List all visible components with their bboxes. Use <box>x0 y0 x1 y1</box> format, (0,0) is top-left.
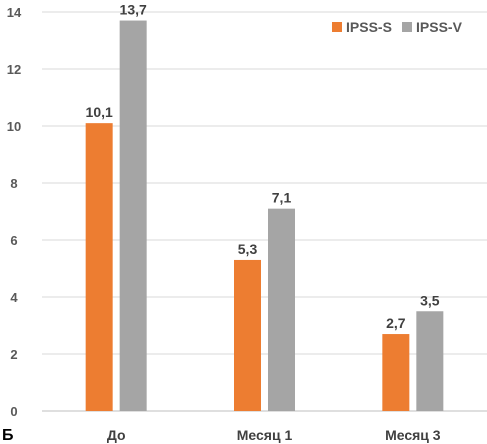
data-label: 5,3 <box>238 241 258 257</box>
bar-ipss-v-2 <box>268 208 295 411</box>
data-labels: 10,1 13,7 5,3 7,1 2,7 3,5 <box>86 2 440 331</box>
y-tick-label: 2 <box>10 347 17 362</box>
panel-label: Б <box>2 427 14 444</box>
bar-ipss-v-1 <box>119 20 147 412</box>
y-tick-label: 6 <box>10 233 17 248</box>
bar-ipss-s-3 <box>382 334 410 411</box>
data-label: 2,7 <box>386 315 406 331</box>
y-axis-ticks: 0 2 4 6 8 10 12 14 <box>7 5 22 419</box>
data-label: 10,1 <box>86 104 113 120</box>
bars <box>85 20 444 412</box>
bar-ipss-s-1 <box>85 123 113 412</box>
data-label: 3,5 <box>420 292 440 308</box>
grid-lines <box>42 11 487 412</box>
data-label: 7,1 <box>272 190 292 206</box>
legend: IPSS-S IPSS-V <box>332 19 463 35</box>
y-tick-label: 8 <box>10 176 17 191</box>
legend-label: IPSS-V <box>416 19 463 35</box>
y-tick-label: 4 <box>10 290 18 305</box>
y-tick-label: 14 <box>7 5 22 20</box>
y-tick-label: 0 <box>10 404 17 419</box>
legend-label: IPSS-S <box>346 19 392 35</box>
x-category-label: До <box>107 427 126 443</box>
data-label: 13,7 <box>120 2 147 18</box>
y-tick-label: 10 <box>7 119 21 134</box>
x-category-label: Месяц 3 <box>385 427 441 443</box>
y-tick-label: 12 <box>7 62 21 77</box>
x-category-label: Месяц 1 <box>237 427 293 443</box>
x-axis-categories: До Месяц 1 Месяц 3 <box>107 427 441 443</box>
bar-ipss-v-3 <box>416 311 444 411</box>
legend-swatch <box>332 22 342 32</box>
bar-ipss-s-2 <box>234 259 261 411</box>
legend-swatch <box>402 22 412 32</box>
